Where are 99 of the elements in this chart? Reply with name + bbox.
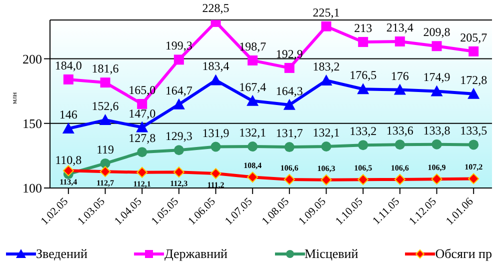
point <box>210 142 221 152</box>
data-label: 129,3 <box>165 129 192 144</box>
data-label: 164,3 <box>276 84 303 98</box>
point <box>100 158 110 168</box>
data-label: 167,4 <box>239 80 266 94</box>
point <box>431 174 442 185</box>
point <box>357 83 370 94</box>
legend-label: Державний <box>164 246 228 262</box>
data-label: 184,0 <box>54 58 82 72</box>
point <box>394 140 405 150</box>
point <box>358 140 368 150</box>
point <box>248 142 258 152</box>
point <box>394 174 406 185</box>
legend-label: Обсяги пр <box>435 246 492 262</box>
data-label: 133,6 <box>386 124 414 138</box>
point <box>284 62 294 73</box>
data-label: 228,5 <box>202 0 230 15</box>
point <box>172 98 185 110</box>
data-label: 133,8 <box>423 123 450 138</box>
point <box>174 145 184 156</box>
data-label: 146 <box>59 108 78 122</box>
data-label: 106,5 <box>354 164 372 173</box>
point <box>100 166 111 178</box>
legend-label: Місцевий <box>304 246 358 262</box>
data-label: 108,4 <box>244 161 262 170</box>
data-label: 213,4 <box>386 20 414 34</box>
data-label: 199,3 <box>165 38 192 53</box>
data-label: 132,1 <box>312 126 340 140</box>
point <box>468 140 479 150</box>
point <box>468 46 479 56</box>
point <box>62 122 74 134</box>
point <box>430 85 443 96</box>
point <box>321 21 332 32</box>
data-label: 131,7 <box>276 126 303 140</box>
data-label: 225,1 <box>312 5 340 20</box>
data-label: 133,2 <box>350 124 377 138</box>
data-label: 111,2 <box>207 180 224 190</box>
point <box>174 54 184 65</box>
point <box>248 55 258 66</box>
data-label: 132,1 <box>239 126 266 140</box>
data-label: 112,3 <box>170 179 188 188</box>
y-tick-label: 200 <box>22 51 42 66</box>
point <box>63 74 74 84</box>
data-label: 133,5 <box>460 124 488 138</box>
data-label: 152,6 <box>92 99 119 114</box>
data-label: 183,2 <box>312 59 340 74</box>
legend-label: Зведений <box>36 246 88 262</box>
data-label: 205,7 <box>460 30 488 44</box>
data-label: 131,9 <box>202 126 230 140</box>
point <box>62 165 74 176</box>
data-label: 176 <box>390 68 409 83</box>
data-label: 119 <box>96 142 114 156</box>
point <box>283 98 296 110</box>
point <box>173 166 184 178</box>
point <box>100 78 110 88</box>
point <box>137 147 148 158</box>
data-label: 164,7 <box>165 83 192 98</box>
point <box>136 166 148 178</box>
data-label: 181,6 <box>92 62 119 76</box>
data-label: 106,6 <box>390 163 409 172</box>
point <box>394 84 406 95</box>
point <box>284 142 294 152</box>
point <box>358 174 369 186</box>
data-label: 174,9 <box>423 70 450 84</box>
data-label: 127,8 <box>128 131 156 146</box>
data-label: 183,4 <box>202 59 230 74</box>
point <box>468 173 480 184</box>
data-label: 112,1 <box>133 179 151 188</box>
point <box>320 74 332 86</box>
point <box>358 36 368 47</box>
point <box>246 94 259 106</box>
point <box>321 142 332 152</box>
data-label: 198,7 <box>239 39 266 54</box>
point <box>284 174 295 185</box>
data-label: 112,7 <box>96 178 114 188</box>
point <box>210 168 222 180</box>
data-label: 176,5 <box>350 68 377 82</box>
data-label: 209,8 <box>423 25 450 40</box>
point <box>99 114 112 126</box>
data-label: 106,9 <box>428 163 446 172</box>
point <box>432 139 442 150</box>
y-tick-label: 150 <box>22 116 42 131</box>
data-label: 147,0 <box>128 106 156 120</box>
data-label: 106,6 <box>280 163 298 172</box>
point <box>468 88 480 99</box>
data-label: 106,3 <box>317 164 336 173</box>
data-label: 110,8 <box>55 153 82 168</box>
point <box>137 99 148 109</box>
data-label: 107,2 <box>464 162 483 172</box>
y-tick-label: 100 <box>22 180 42 196</box>
point <box>320 174 332 186</box>
point <box>136 121 148 132</box>
point <box>247 172 258 183</box>
point <box>432 41 442 52</box>
point <box>210 74 222 86</box>
point <box>394 36 405 46</box>
data-label: 172,8 <box>460 72 488 87</box>
data-label: 213 <box>354 20 372 35</box>
data-label: 113,4 <box>60 178 78 187</box>
